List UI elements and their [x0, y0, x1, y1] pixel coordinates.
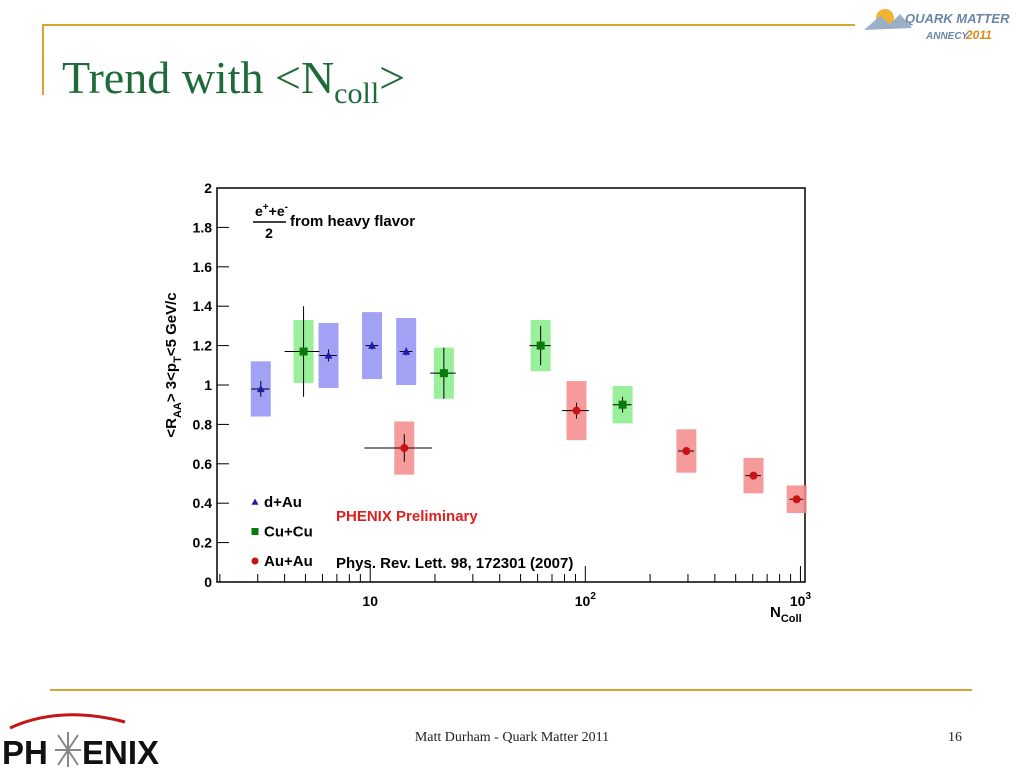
formula-part: e [255, 203, 263, 219]
marker [536, 341, 545, 350]
y-axis-label-part: > 3<p [163, 363, 180, 402]
marker [324, 351, 333, 359]
y-tick-label: 0 [204, 574, 212, 590]
y-tick-label: 1 [204, 377, 212, 393]
x-axis-label: NColl [770, 604, 802, 625]
y-tick-label: 0.8 [193, 416, 213, 432]
logo-text: 2011 [965, 28, 992, 42]
slide-title: Trend with <Ncoll> [62, 52, 405, 110]
marker [368, 341, 377, 349]
reference: Phys. Rev. Lett. 98, 172301 (2007) [336, 555, 573, 572]
logo-text: ENIX [82, 734, 159, 768]
page-number: 16 [948, 730, 962, 745]
formula-part: +e [269, 203, 285, 219]
x-tick-label-exp: 2 [590, 591, 596, 602]
y-axis-label-part: T [172, 356, 184, 363]
marker [618, 400, 627, 409]
formula-part: + [263, 202, 269, 213]
marker [572, 406, 581, 415]
logo-qm: QUARK MATTER ANNECY 2011 [864, 9, 1010, 42]
marker [682, 446, 691, 455]
y-tick-label: 1.2 [193, 338, 213, 354]
y-axis-label: <RAA> 3<pT<5 GeV/c [163, 292, 184, 437]
legend-label: Cu+Cu [264, 524, 313, 541]
y-tick-label: 1.6 [193, 259, 213, 275]
legend-label: Au+Au [264, 553, 313, 570]
x-tick-label: 10 [362, 593, 378, 609]
preliminary-label: PHENIX Preliminary [336, 508, 478, 525]
x-tick-label-exp: 3 [805, 591, 811, 602]
logo-text: ANNECY [925, 31, 970, 42]
x-tick-label-base: 10 [575, 593, 591, 609]
annotation: from heavy flavor [290, 213, 415, 230]
y-tick-label: 2 [204, 180, 212, 196]
marker [299, 347, 308, 356]
x-axis-label-part: N [770, 604, 781, 621]
plot-area [216, 187, 806, 583]
x-axis-label-part: Coll [781, 613, 802, 625]
logo-text: QUARK MATTER [905, 11, 1010, 26]
legend-marker [251, 557, 259, 565]
legend-label: d+Au [264, 494, 302, 511]
y-axis-label-part: <5 GeV/c [163, 292, 180, 356]
logo-text: PH [2, 734, 48, 768]
marker [749, 471, 758, 480]
marker [256, 384, 265, 393]
y-tick-label: 1.8 [193, 219, 213, 235]
marker [402, 347, 411, 355]
x-tick-label-base: 10 [362, 593, 378, 609]
legend-marker [251, 528, 259, 535]
y-tick-label: 1.4 [193, 298, 213, 314]
y-tick-label: 0.2 [193, 535, 213, 551]
y-tick-label: 0.4 [193, 495, 213, 511]
footer: Matt Durham - Quark Matter 2011 [415, 730, 609, 745]
x-tick-label-base: 10 [790, 593, 806, 609]
logo-phenix: PH ENIX [2, 713, 159, 768]
y-axis-label-part: AA [172, 402, 184, 418]
marker [792, 495, 801, 504]
x-tick-label: 103 [790, 591, 812, 609]
y-tick-label: 0.6 [193, 456, 213, 472]
x-tick-label: 102 [575, 591, 597, 609]
marker [400, 444, 409, 453]
marker [439, 369, 448, 378]
annotation-formula: e++e- [255, 202, 288, 219]
formula-part: 2 [265, 225, 273, 241]
formula-part: - [285, 202, 288, 213]
legend-marker [251, 498, 259, 505]
y-axis-label-part: <R [163, 418, 180, 438]
